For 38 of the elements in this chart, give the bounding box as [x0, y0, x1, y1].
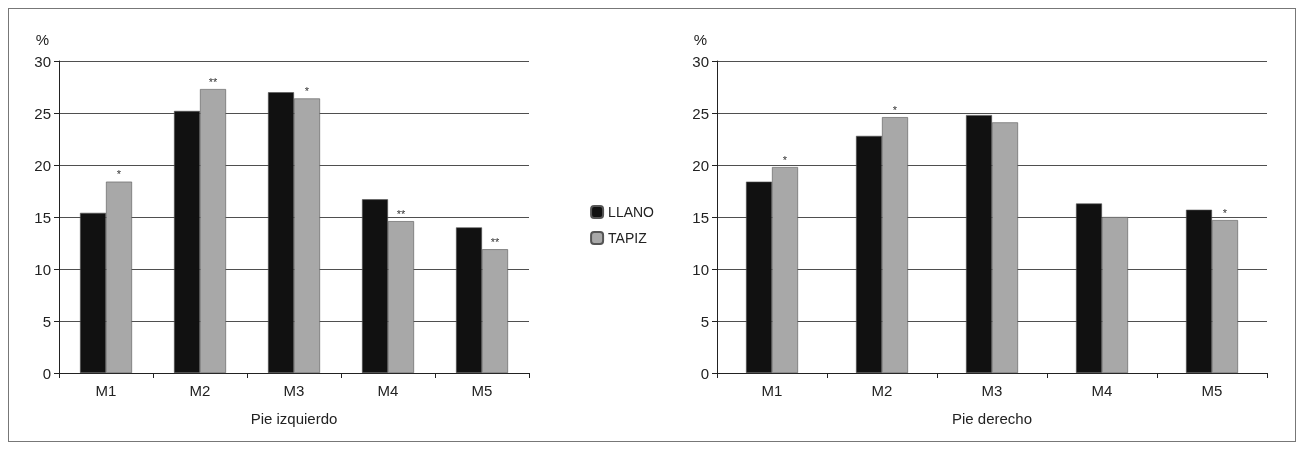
y-tick-label: 0 — [700, 364, 709, 382]
x-tick-label: M3 — [283, 382, 305, 399]
data-label: * — [304, 84, 310, 97]
y-axis-title: % — [35, 31, 49, 48]
x-axis-title: Pie izquierdo — [250, 410, 338, 427]
data-label: * — [1222, 206, 1228, 219]
x-tick-label: M4 — [1091, 382, 1113, 399]
data-label: * — [782, 153, 788, 166]
legend-label: LLANO — [608, 204, 655, 220]
data-label: ** — [208, 75, 218, 88]
y-tick-label: 10 — [692, 260, 709, 278]
x-tick-label: M1 — [761, 382, 783, 399]
y-tick-label: 25 — [34, 104, 51, 122]
y-tick-label: 10 — [34, 260, 51, 278]
data-label: ** — [396, 207, 406, 220]
y-tick-label: 5 — [42, 312, 51, 330]
y-tick-label: 0 — [42, 364, 51, 382]
x-tick-label: M2 — [189, 382, 211, 399]
x-tick-label: M1 — [95, 382, 117, 399]
x-tick-label: M4 — [377, 382, 399, 399]
data-label: * — [116, 168, 122, 181]
y-tick-label: 5 — [700, 312, 709, 330]
x-tick-label: M3 — [981, 382, 1003, 399]
y-tick-label: 25 — [692, 104, 709, 122]
data-label: * — [892, 103, 898, 116]
x-tick-label: M2 — [871, 382, 893, 399]
y-tick-label: 30 — [34, 52, 51, 70]
legend-label: TAPIZ — [608, 230, 648, 246]
y-tick-label: 15 — [34, 208, 51, 226]
y-axis-title: % — [693, 31, 707, 48]
y-tick-label: 20 — [692, 156, 709, 174]
x-axis-title: Pie derecho — [951, 410, 1033, 427]
data-label: ** — [490, 235, 500, 248]
y-tick-label: 20 — [34, 156, 51, 174]
y-tick-label: 30 — [692, 52, 709, 70]
y-tick-label: 15 — [692, 208, 709, 226]
x-tick-label: M5 — [471, 382, 493, 399]
x-tick-label: M5 — [1201, 382, 1223, 399]
